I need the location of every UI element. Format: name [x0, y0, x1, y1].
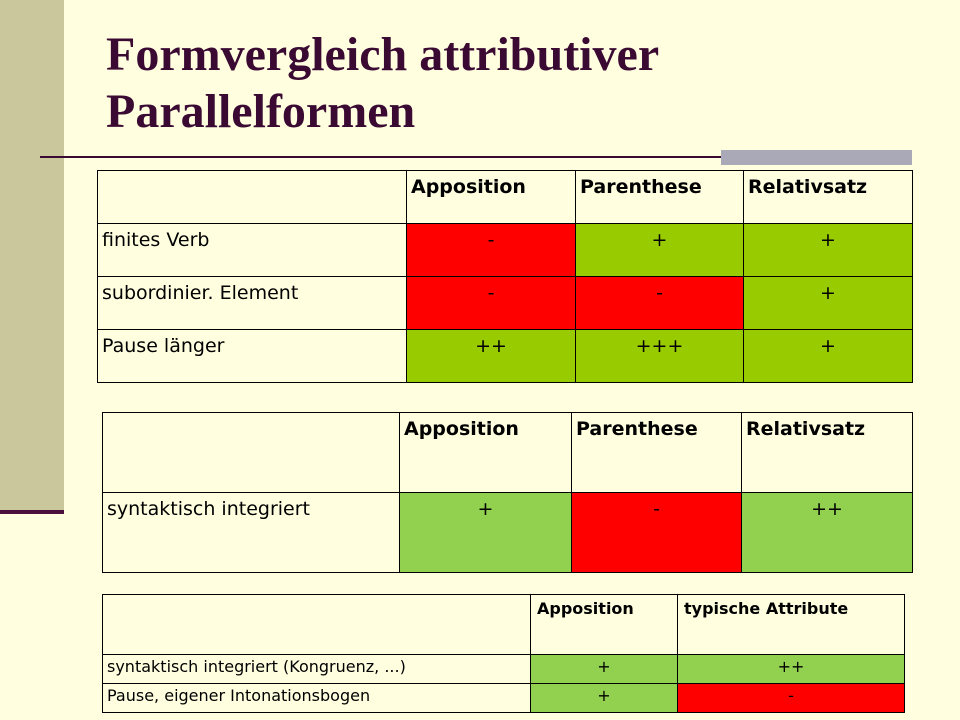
table-header-row: Apposition Parenthese Relativsatz [97, 170, 913, 224]
table-cell: + [530, 683, 678, 713]
title-line-2: Parallelformen [106, 85, 416, 138]
comparison-table-1: Apposition Parenthese Relativsatz finite… [97, 170, 913, 383]
header-cell-parenthese: Parenthese [575, 170, 744, 224]
header-cell-typische-attribute: typische Attribute [677, 594, 905, 655]
table-cell: - [406, 276, 576, 330]
table-header-row: Apposition typische Attribute [102, 594, 905, 655]
table-cell: + [530, 654, 678, 684]
table-cell: + [743, 329, 913, 383]
decorative-sidebar [0, 0, 64, 512]
title-line-1: Formvergleich attributiver [106, 28, 660, 81]
title-gray-accent [721, 150, 912, 165]
table-cell: +++ [575, 329, 744, 383]
row-label: Pause länger [97, 329, 407, 383]
table-row: subordinier. Element - - + [97, 276, 913, 330]
table-cell: - [571, 492, 742, 573]
table-header-row: Apposition Parenthese Relativsatz [102, 412, 913, 493]
header-cell-apposition: Apposition [399, 412, 572, 493]
header-cell-empty [97, 170, 407, 224]
header-cell-empty [102, 412, 400, 493]
table-cell: + [399, 492, 572, 573]
row-label: finites Verb [97, 223, 407, 277]
table-cell: ++ [406, 329, 576, 383]
table-cell: + [743, 276, 913, 330]
sidebar-accent-line [0, 510, 64, 514]
table-cell: - [677, 683, 905, 713]
header-cell-relativsatz: Relativsatz [743, 170, 913, 224]
table-row: Pause, eigener Intonationsbogen + - [102, 683, 905, 713]
table-cell: - [406, 223, 576, 277]
row-label: subordinier. Element [97, 276, 407, 330]
row-label: syntaktisch integriert (Kongruenz, ...) [102, 654, 531, 684]
table-row: syntaktisch integriert + - ++ [102, 492, 913, 573]
table-cell: + [743, 223, 913, 277]
table-row: Pause länger ++ +++ + [97, 329, 913, 383]
title-underline [40, 156, 912, 158]
table-cell: ++ [741, 492, 913, 573]
comparison-table-3: Apposition typische Attribute syntaktisc… [102, 594, 905, 713]
comparison-table-2: Apposition Parenthese Relativsatz syntak… [102, 412, 913, 573]
header-cell-relativsatz: Relativsatz [741, 412, 913, 493]
table-cell: - [575, 276, 744, 330]
table-cell: ++ [677, 654, 905, 684]
table-cell: + [575, 223, 744, 277]
header-cell-apposition: Apposition [406, 170, 576, 224]
table-row: syntaktisch integriert (Kongruenz, ...) … [102, 654, 905, 684]
header-cell-empty [102, 594, 531, 655]
header-cell-parenthese: Parenthese [571, 412, 742, 493]
row-label: Pause, eigener Intonationsbogen [102, 683, 531, 713]
header-cell-apposition: Apposition [530, 594, 678, 655]
table-row: finites Verb - + + [97, 223, 913, 277]
row-label: syntaktisch integriert [102, 492, 400, 573]
slide-title: Formvergleich attributiver Parallelforme… [106, 26, 926, 140]
